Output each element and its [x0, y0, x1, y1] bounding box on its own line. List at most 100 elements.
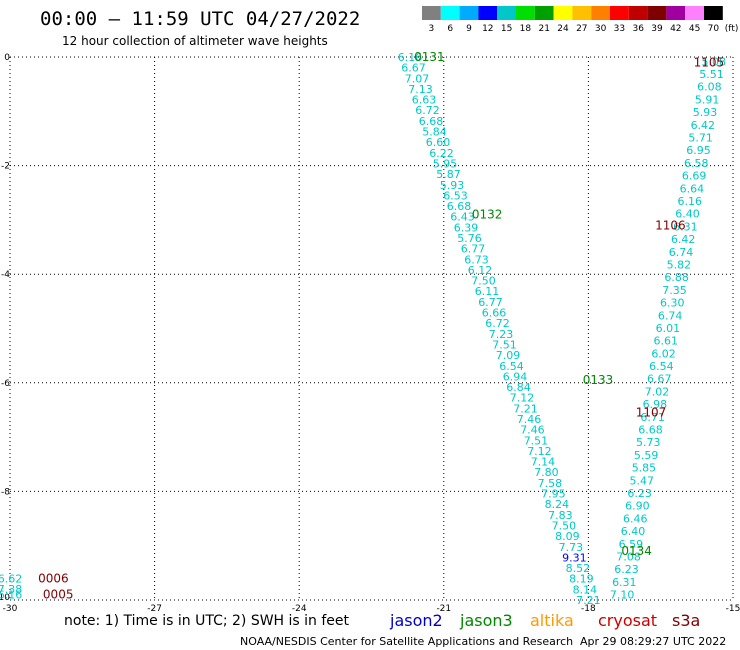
wave-height-point: 7.21 — [576, 594, 601, 607]
wave-height-point: 5.84 — [422, 126, 447, 139]
wave-height-point: 6.73 — [464, 253, 489, 266]
wave-height-point: 7.21 — [513, 402, 538, 415]
y-tick-label: 0 — [4, 53, 10, 63]
colorbar-swatch — [534, 6, 554, 20]
wave-height-point: 5.76 — [457, 232, 482, 245]
wave-height-point: 7.10 — [610, 589, 635, 602]
wave-height-point: 6.88 — [664, 271, 689, 284]
colorbar-swatch — [478, 6, 498, 20]
wave-height-point: 6.67 — [401, 62, 426, 75]
wave-height-point: 6.95 — [686, 144, 711, 157]
wave-height-point: 7.80 — [534, 466, 559, 479]
wave-height-point: 6.22 — [429, 147, 454, 160]
colorbar-swatch — [647, 6, 667, 20]
wave-height-point: 6.02 — [651, 347, 676, 360]
wave-height-point: 6.16 — [677, 195, 702, 208]
wave-height-point: 6.46 — [623, 512, 648, 525]
wave-height-point: 7.23 — [489, 328, 514, 341]
wave-height-point: 6.40 — [675, 208, 700, 221]
y-tick-label: -4 — [1, 270, 10, 280]
wave-height-point: 5.95 — [433, 157, 458, 170]
wave-height-point: 6.68 — [419, 115, 444, 128]
colorbar-label: 18 — [520, 24, 532, 34]
wave-height-point: 6.58 — [684, 157, 709, 170]
wave-height-point: 5.93 — [693, 106, 718, 119]
colorbar-label: 9 — [466, 24, 472, 34]
wave-height-point: 5.82 — [667, 258, 692, 271]
pass-number-label: 0134 — [621, 544, 652, 558]
colorbar-label: 33 — [614, 24, 625, 34]
wave-height-point: 8.24 — [545, 498, 570, 511]
wave-height-point: 5.59 — [634, 449, 659, 462]
wave-height-point: 6.68 — [447, 200, 472, 213]
wave-height-point: 6.66 — [482, 307, 507, 320]
wave-height-point: 6.53 — [443, 189, 468, 202]
colorbar-label: 6 — [447, 24, 453, 34]
wave-height-point: 6.71 — [640, 411, 665, 424]
colorbar-label: 21 — [538, 24, 549, 34]
x-tick-label: -15 — [726, 604, 740, 614]
legend-item-cryosat: cryosat — [598, 611, 657, 630]
wave-height-point: 6.30 — [660, 297, 685, 310]
wave-height-point: 6.12 — [468, 264, 493, 277]
colorbar-label: 27 — [576, 24, 587, 34]
grid — [9, 56, 734, 601]
colorbar-swatch — [685, 6, 704, 20]
wave-height-point: 5.71 — [688, 132, 713, 145]
wave-height-point: 6.39 — [454, 221, 479, 234]
wave-height-point: 7.14 — [531, 456, 556, 469]
wave-height-point: 6.16 — [0, 589, 22, 602]
colorbar-label: 12 — [482, 24, 493, 34]
wave-height-point: 6.54 — [649, 360, 674, 373]
pass-number-label: 0133 — [583, 373, 614, 387]
wave-height-point: 6.63 — [412, 94, 437, 107]
wave-height-point: 6.43 — [450, 211, 475, 224]
wave-height-point: 7.12 — [510, 392, 535, 405]
pass-number-label: 0006 — [38, 571, 69, 585]
wave-height-point: 7.13 — [408, 83, 433, 96]
wave-height-point: 6.72 — [415, 104, 440, 117]
wave-height-point: 6.31 — [673, 220, 698, 233]
wave-height-point: 5.47 — [630, 474, 655, 487]
wave-height-point: 6.60 — [426, 136, 451, 149]
wave-height-point: 7.83 — [548, 509, 573, 522]
colorbar-label: 30 — [595, 24, 607, 34]
wave-height-point: 6.77 — [461, 243, 486, 256]
chart-subtitle: 12 hour collection of altimeter wave hei… — [62, 34, 328, 48]
wave-height-point: 6.74 — [658, 309, 683, 322]
wave-height-point: 6.01 — [656, 322, 681, 335]
wave-height-point: 7.35 — [662, 284, 687, 297]
colorbar-swatch — [610, 6, 629, 20]
y-tick-label: -2 — [1, 162, 10, 172]
wave-height-point: 7.46 — [517, 413, 542, 426]
wave-height-point: 6.08 — [697, 81, 722, 94]
wave-height-point: 7.50 — [552, 519, 577, 532]
colorbar-label: 70 — [708, 24, 720, 34]
wave-height-point: 7.95 — [541, 488, 566, 501]
legend-item-jason2: jason2 — [389, 611, 443, 630]
wave-height-point: 7.58 — [538, 477, 563, 490]
wave-height-point: 5.51 — [699, 68, 724, 81]
wave-height-point: 7.12 — [527, 445, 552, 458]
colorbar-label: 36 — [632, 24, 644, 34]
wave-height-point: 6.61 — [653, 335, 678, 348]
wave-height-point: 6.11 — [475, 285, 500, 298]
colorbar-label: 15 — [501, 24, 512, 34]
wave-height-point: 6.77 — [478, 296, 503, 309]
wave-height-points: 6.166.677.077.136.636.726.685.846.606.22… — [0, 51, 726, 607]
colorbar-swatch — [422, 6, 441, 20]
pass-number-label: 0131 — [414, 50, 445, 64]
x-tick-label: -27 — [147, 604, 162, 614]
wave-height-point: 6.40 — [621, 525, 646, 538]
colorbar-label: 24 — [557, 24, 569, 34]
colorbar-swatch — [628, 6, 648, 20]
wave-height-point: 8.09 — [555, 530, 580, 543]
wave-height-point: 6.64 — [680, 182, 705, 195]
wave-height-point: 5.85 — [632, 462, 657, 475]
legend-item-jason3: jason3 — [459, 611, 513, 630]
wave-height-point: 6.68 — [638, 424, 663, 437]
colorbar-swatch — [459, 6, 479, 20]
wave-height-point: 6.94 — [503, 370, 528, 383]
colorbar-label: 45 — [689, 24, 700, 34]
